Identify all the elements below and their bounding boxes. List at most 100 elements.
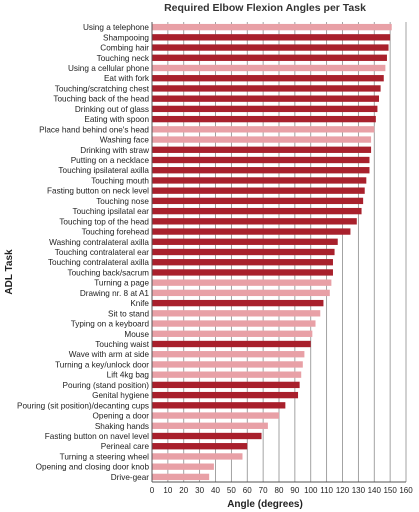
bar — [152, 340, 311, 348]
bar — [152, 197, 364, 205]
x-tick-label: 110 — [320, 486, 333, 495]
y-axis-label: ADL Task — [4, 249, 15, 295]
category-label: Drawing nr. 8 at A1 — [80, 289, 150, 298]
category-label: Turning a steering wheel — [60, 452, 150, 461]
category-label: Mouse — [124, 330, 149, 339]
category-label: Drinking out of glass — [75, 105, 149, 114]
category-label: Eat with fork — [104, 74, 150, 83]
category-label: Touching nose — [96, 197, 149, 206]
category-label: Opening and closing door knob — [36, 463, 150, 472]
category-label: Touching forehead — [82, 228, 150, 237]
category-label: Lift 4kg bag — [107, 371, 150, 380]
bar — [152, 177, 367, 184]
bar — [152, 473, 210, 481]
bar — [152, 115, 376, 123]
x-tick-label: 100 — [304, 486, 318, 495]
bar — [152, 463, 214, 470]
category-label: Place hand behind one's head — [39, 125, 149, 134]
bar — [152, 238, 338, 245]
bar — [152, 187, 365, 194]
bar — [152, 351, 305, 358]
bar — [152, 310, 321, 317]
bar — [152, 259, 333, 266]
x-tick-label: 50 — [227, 486, 236, 495]
x-tick-label: 160 — [399, 486, 413, 495]
bar — [152, 218, 357, 225]
bar — [152, 330, 313, 337]
category-label: Perineal care — [101, 442, 150, 451]
bar — [152, 228, 351, 235]
category-label: Fasting button on navel level — [45, 432, 149, 441]
category-label: Turning a key/unlock door — [55, 360, 149, 369]
bar — [152, 289, 330, 297]
bar — [152, 34, 391, 41]
bar — [152, 44, 389, 51]
x-tick-label: 40 — [211, 486, 220, 495]
category-label: Washing contralateral axilla — [49, 238, 149, 247]
category-label: Touching top of the head — [59, 217, 149, 226]
bar — [152, 126, 375, 133]
x-tick-label: 120 — [336, 486, 350, 495]
category-label: Knife — [130, 299, 149, 308]
category-label: Opening a door — [93, 412, 150, 421]
bar — [152, 23, 392, 31]
bar — [152, 156, 370, 164]
bar — [152, 443, 248, 450]
x-tick-label: 90 — [290, 486, 299, 495]
bar — [152, 136, 372, 143]
bar — [152, 54, 387, 61]
bar — [152, 269, 333, 276]
bar — [152, 381, 300, 389]
category-label: Touching contralateral axilla — [48, 258, 149, 267]
x-tick-label: 30 — [195, 486, 204, 495]
bar — [152, 391, 299, 399]
x-tick-label: 10 — [163, 486, 172, 495]
bar — [152, 146, 372, 153]
category-label: Turning a page — [94, 279, 149, 288]
x-tick-label: 150 — [383, 486, 397, 495]
category-label: Pouring (sit position)/decanting cups — [17, 401, 149, 410]
x-tick-label: 0 — [150, 486, 155, 495]
bar — [152, 64, 386, 72]
bar — [152, 320, 316, 327]
x-tick-label: 80 — [275, 486, 284, 495]
bar — [152, 453, 243, 460]
category-label: Drive-gear — [111, 473, 149, 482]
category-label: Wave with arm at side — [69, 350, 150, 359]
category-label: Combing hair — [100, 44, 149, 53]
category-label: Drinking with straw — [80, 146, 149, 155]
bar — [152, 402, 286, 409]
bar — [152, 95, 380, 102]
category-label: Touching back of the head — [53, 95, 149, 104]
category-label: Touching ipsilateral axilla — [58, 166, 149, 175]
bar — [152, 371, 302, 378]
x-tick-label: 20 — [179, 486, 188, 495]
bar — [152, 361, 303, 368]
bar — [152, 412, 279, 419]
bar — [152, 279, 332, 286]
x-axis-label: Angle (degrees) — [227, 499, 303, 510]
category-label: Shampooing — [103, 33, 149, 42]
category-label: Shaking hands — [95, 422, 149, 431]
category-label: Using a telephone — [83, 23, 149, 32]
category-label: Touching waist — [95, 340, 149, 349]
x-tick-labels: 0 10 20 30 40 50 60 70 80 90 100 110 120 130 140 150 160 — [150, 486, 413, 495]
bar — [152, 207, 362, 215]
bar — [152, 422, 268, 429]
bar — [152, 105, 378, 113]
category-label: Fasting button on neck level — [47, 187, 149, 196]
chart-title: Required Elbow Flexion Angles per Task — [164, 2, 366, 14]
bar — [152, 167, 370, 174]
bar — [152, 432, 262, 440]
category-label: Sit to stand — [108, 309, 149, 318]
category-label: Putting on a necklace — [71, 156, 150, 165]
category-label: Touching ipsilatal ear — [73, 207, 150, 216]
category-label: Washing face — [100, 136, 150, 145]
bar — [152, 75, 384, 82]
bars — [152, 23, 392, 481]
bar — [152, 85, 381, 92]
category-label: Pouring (stand position) — [63, 381, 150, 390]
category-label: Using a cellular phone — [68, 64, 149, 73]
